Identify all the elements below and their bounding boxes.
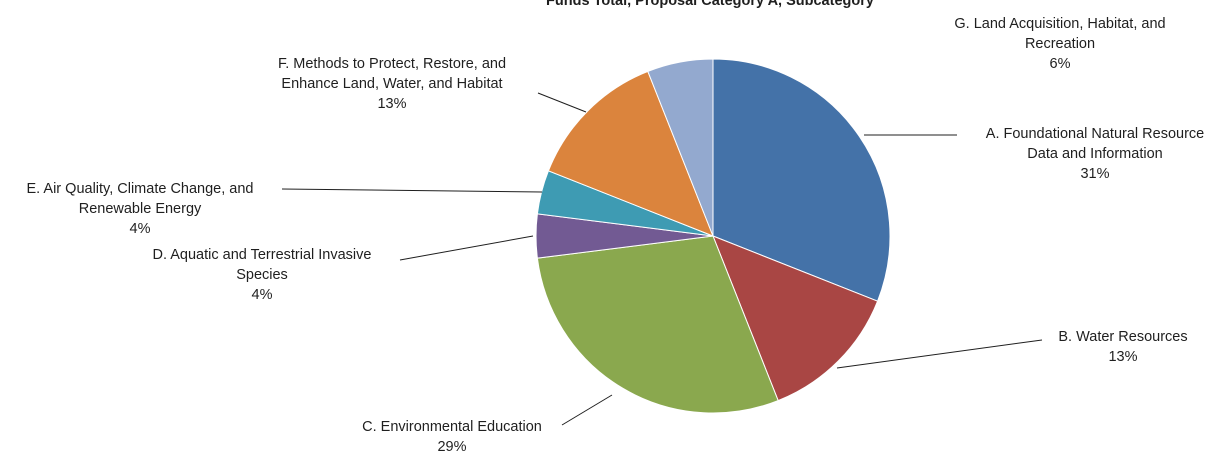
slice-label-text: Renewable Energy (79, 201, 202, 217)
pie-slice-c (536, 235, 779, 414)
slice-label-text: Recreation (1025, 36, 1095, 52)
pie-slice-g (647, 58, 714, 237)
slice-label-text: G. Land Acquisition, Habitat, and (954, 16, 1165, 32)
slice-label-text: Species (236, 267, 288, 283)
leader-line-b (836, 339, 1043, 369)
pie-slice-b (712, 235, 879, 402)
leader-line-f (537, 92, 587, 113)
leader-line-e (281, 188, 543, 193)
slice-label-text: Enhance Land, Water, and Habitat (281, 76, 502, 92)
slice-label-text: B. Water Resources (1058, 329, 1187, 345)
pie-slice-f (547, 70, 714, 237)
slice-label-g: G. Land Acquisition, Habitat, and Recreat… (954, 16, 1165, 72)
slice-percent-label: 4% (252, 287, 273, 303)
slice-label-c: C. Environmental Education 29% (362, 419, 542, 455)
slice-percent-label: 29% (437, 439, 466, 454)
slice-percent-label: 13% (1108, 349, 1137, 365)
leader-line-c (561, 394, 613, 426)
leader-line-d (399, 235, 534, 261)
slice-label-text: C. Environmental Education (362, 419, 542, 435)
slice-percent-label: 31% (1080, 166, 1109, 182)
slice-label-e: E. Air Quality, Climate Change, and Renew… (26, 181, 253, 237)
slice-label-text: Data and Information (1027, 146, 1162, 162)
slice-percent-label: 6% (1050, 56, 1071, 72)
slice-label-text: E. Air Quality, Climate Change, and (26, 181, 253, 197)
slice-label-d: D. Aquatic and Terrestrial Invasive Speci… (153, 247, 372, 303)
slice-percent-label: 4% (130, 221, 151, 237)
chart-title: Funds Total, Proposal Category A, Subcat… (546, 0, 874, 9)
slice-label-text: F. Methods to Protect, Restore, and (278, 56, 506, 72)
slice-label-f: F. Methods to Protect, Restore, and Enhan… (278, 56, 506, 112)
slice-label-text: A. Foundational Natural Resource (986, 126, 1204, 142)
slice-percent-label: 13% (377, 96, 406, 112)
slice-label-a: A. Foundational Natural Resource Data and… (986, 126, 1204, 182)
slice-label-text: D. Aquatic and Terrestrial Invasive (153, 247, 372, 263)
slice-label-b: B. Water Resources 13% (1058, 329, 1187, 365)
pie-slice-a (712, 58, 891, 302)
